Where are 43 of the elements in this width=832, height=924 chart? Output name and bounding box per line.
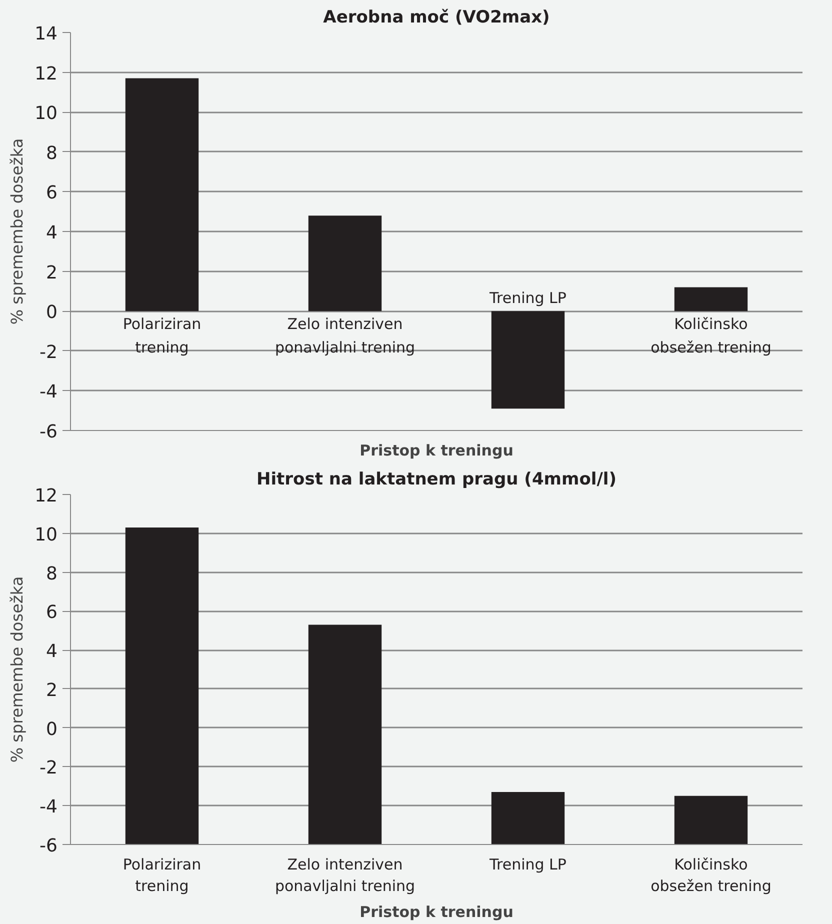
y-tick-label: 2 <box>46 262 58 284</box>
y-tick-label: 0 <box>46 718 58 740</box>
bar <box>308 624 382 844</box>
y-tick-label: 2 <box>46 680 58 701</box>
bar <box>125 528 199 844</box>
x-tick-label: Trening LP <box>488 856 566 874</box>
x-axis-title: Pristop k treningu <box>360 442 514 460</box>
y-tick-label: -6 <box>40 422 58 442</box>
y-axis-title: % spremembe dosežka <box>8 138 27 325</box>
x-tick-label: Zelo intenziven ponavljalni trening <box>274 315 416 356</box>
chart-title: Aerobna moč (VO2max) <box>323 8 550 28</box>
y-tick-label: 12 <box>34 486 58 506</box>
x-tick-label: Polariziran trening <box>122 856 202 896</box>
x-tick-label: Zelo intenziven ponavljalni trening <box>274 856 416 896</box>
y-tick-label: 8 <box>46 142 58 164</box>
y-tick-label: 0 <box>46 302 58 324</box>
y-tick-label: -4 <box>40 796 58 818</box>
y-tick-label: 14 <box>34 24 58 44</box>
bar <box>308 216 382 312</box>
x-axis-title: Pristop k treningu <box>360 903 514 922</box>
x-tick-label: Količinsko obsežen trening <box>650 315 772 356</box>
bar <box>491 311 565 409</box>
y-tick-label: 6 <box>46 182 58 204</box>
y-tick-label: -2 <box>40 342 58 363</box>
y-axis-title: % spremembe dosežka <box>8 576 27 763</box>
y-tick-label: 6 <box>46 602 58 624</box>
y-tick-label: 12 <box>34 63 58 84</box>
bar <box>674 287 748 312</box>
bar <box>491 792 565 844</box>
y-tick-label: 8 <box>46 563 58 584</box>
y-tick-label: -4 <box>40 382 58 403</box>
y-tick-label: -2 <box>40 758 58 779</box>
bar <box>674 796 748 844</box>
chart-title: Hitrost na laktatnem pragu (4mmol/l) <box>256 470 617 490</box>
y-tick-label: -6 <box>40 836 58 856</box>
y-tick-label: 4 <box>46 641 58 662</box>
bar <box>125 78 199 312</box>
x-tick-label: Trening LP <box>488 289 566 308</box>
y-tick-label: 10 <box>34 103 58 124</box>
x-tick-label: Polariziran trening <box>122 315 202 356</box>
x-tick-label: Količinsko obsežen trening <box>650 856 772 896</box>
y-tick-label: 10 <box>34 524 58 546</box>
y-tick-label: 4 <box>46 222 58 244</box>
